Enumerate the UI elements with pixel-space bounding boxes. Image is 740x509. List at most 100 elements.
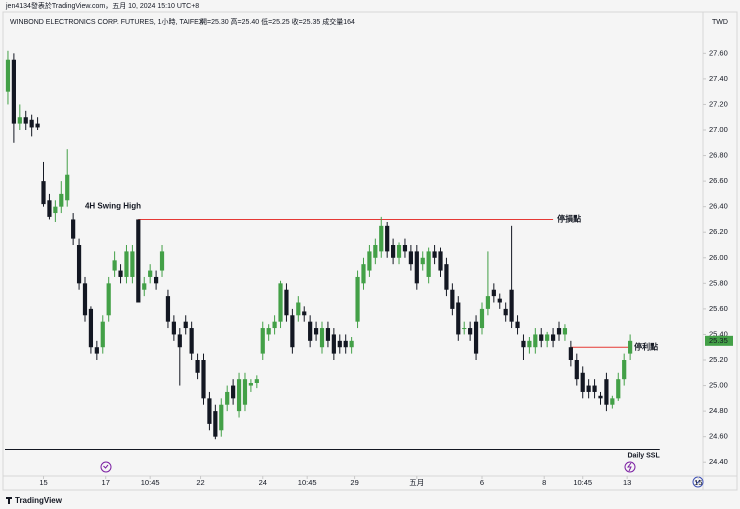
candle-body	[35, 123, 40, 128]
candle-body	[65, 174, 70, 201]
candle-body	[142, 283, 147, 290]
x-tick-label: 10:45	[298, 478, 317, 487]
candle-body	[331, 334, 336, 354]
candle-body	[313, 328, 319, 335]
x-tick-label: 8	[542, 478, 546, 487]
event-icon-glyph[interactable]	[627, 462, 632, 472]
candle-body	[468, 328, 473, 335]
y-tick-label: 25.60	[709, 304, 728, 313]
x-tick-label: 24	[259, 478, 267, 487]
candle-body	[628, 340, 633, 354]
y-tick-label: 26.40	[709, 202, 728, 211]
y-tick-label: 26.00	[709, 253, 728, 262]
x-tick-label: 22	[196, 478, 204, 487]
currency: TWD	[712, 19, 728, 26]
candle-body	[148, 270, 153, 277]
candle-body	[106, 283, 111, 316]
y-tick-label: 25.20	[709, 355, 728, 364]
candle-body	[622, 360, 627, 380]
candle-body	[586, 385, 591, 392]
candle-body	[165, 296, 171, 322]
candle-body	[462, 328, 467, 330]
author: jen4134發表於TradingView.com，五月 10, 2024 15…	[5, 1, 199, 10]
candle-body	[367, 251, 372, 271]
candle-body	[527, 340, 532, 348]
candle-body	[254, 379, 259, 383]
candle-body	[355, 276, 360, 322]
event-icon[interactable]	[624, 461, 636, 473]
candle-body	[325, 328, 331, 341]
candle-body	[171, 321, 176, 335]
candle-body	[41, 181, 46, 205]
candle-body	[219, 404, 224, 431]
candle-body	[76, 245, 82, 284]
event-icon-glyph[interactable]	[695, 479, 701, 484]
candle-body	[509, 289, 514, 322]
candle-body	[473, 321, 479, 354]
candle-body	[260, 328, 265, 354]
brand: TradingView	[15, 496, 63, 505]
candle-body	[485, 296, 491, 309]
candle-body	[598, 395, 603, 399]
level-label: 停利點	[634, 341, 658, 351]
candle-body	[556, 328, 562, 335]
candle-body	[5, 59, 11, 92]
candle-body	[272, 321, 277, 329]
y-tick-label: 27.60	[709, 48, 728, 57]
candle-body	[414, 251, 419, 284]
candle-body	[337, 340, 342, 348]
symbol: WINBOND ELECTRONICS CORP. FUTURES, 1小時, …	[10, 17, 204, 26]
candle-body	[491, 289, 496, 297]
candle-body	[201, 360, 206, 399]
candle-body	[592, 385, 597, 392]
candle-body	[497, 298, 502, 303]
candle-body	[213, 411, 218, 437]
event-icon-circle[interactable]	[624, 461, 636, 473]
candle-body	[361, 264, 366, 284]
event-icon-circle[interactable]	[100, 461, 112, 473]
y-tick-label: 24.60	[709, 432, 728, 441]
candle-body	[521, 340, 526, 348]
ohlc: 開=25.30 高=25.40 低=25.25 收=25.35 成交量164	[200, 17, 355, 26]
candle-body	[420, 257, 425, 265]
level-label: 停損點	[557, 214, 581, 224]
candle-body	[450, 289, 455, 309]
candle-body	[17, 117, 22, 124]
candle-body	[284, 289, 289, 316]
x-tick-label: 13	[623, 478, 631, 487]
candle-body	[302, 311, 307, 316]
candle-body	[189, 328, 194, 354]
price-tag-label: 25.35	[709, 336, 728, 345]
candle-body	[112, 260, 117, 271]
y-tick-label: 24.80	[709, 406, 728, 415]
y-tick-label: 27.20	[709, 99, 728, 108]
candle-body	[195, 360, 200, 373]
brand-logo	[6, 497, 12, 504]
candle-body	[266, 328, 271, 335]
candle-body	[59, 193, 64, 207]
event-icon[interactable]	[100, 461, 112, 473]
candle-body	[349, 340, 354, 348]
candle-body	[82, 283, 88, 316]
candle-body	[296, 302, 301, 316]
candle-body	[159, 251, 165, 271]
x-tick-label: 15	[39, 478, 47, 487]
candle-body	[402, 245, 408, 252]
candle-body	[207, 398, 212, 424]
candle-body	[604, 379, 609, 405]
x-tick-label: 17	[102, 478, 110, 487]
candle-body	[444, 264, 449, 290]
candle-body	[610, 398, 615, 405]
candle-body	[11, 59, 16, 124]
x-tick-label: 10:45	[573, 478, 592, 487]
candle-body	[426, 251, 431, 277]
y-tick-label: 27.40	[709, 74, 728, 83]
x-tick-label: 五月	[409, 478, 424, 487]
candle-body	[29, 119, 34, 128]
candle-body	[539, 334, 544, 341]
event-icon-glyph[interactable]	[103, 464, 109, 469]
candle-body	[290, 315, 295, 348]
candle-body	[153, 276, 159, 284]
